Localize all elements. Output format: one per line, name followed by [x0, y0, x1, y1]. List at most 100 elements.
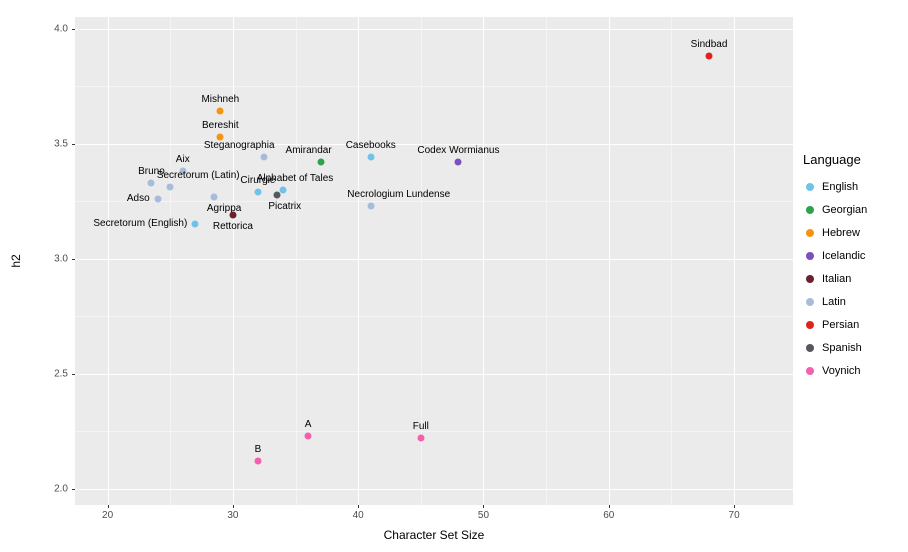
legend-swatch-english	[806, 182, 814, 191]
legend-item-latin: Latin	[803, 290, 867, 313]
x-tick-mark	[608, 505, 610, 508]
legend-swatch-hebrew	[806, 228, 814, 237]
point-label-b: B	[254, 444, 262, 456]
gridline-major-v	[107, 17, 109, 505]
point-label-sindbad: Sindbad	[690, 39, 728, 51]
gridline-minor-v	[546, 17, 548, 505]
legend-swatch-georgian	[806, 205, 814, 214]
point-label-alphabet-of-tales: Alphabet of Tales	[256, 172, 334, 184]
data-point-rettorica	[229, 211, 237, 219]
y-tick-label: 3.0	[54, 253, 68, 265]
data-point-agrippa	[210, 193, 218, 201]
point-label-mishneh: Mishneh	[201, 94, 240, 106]
x-tick-mark	[107, 505, 109, 508]
gridline-minor-v	[420, 17, 422, 505]
point-label-codex-wormianus: Codex Wormianus	[417, 145, 500, 157]
legend-swatch-latin	[806, 297, 814, 306]
legend-label-voynich: Voynich	[822, 364, 861, 377]
y-tick-mark	[72, 258, 75, 260]
x-tick-mark	[734, 505, 736, 508]
gridline-major-h	[75, 28, 793, 30]
gridline-major-v	[608, 17, 610, 505]
data-point-casebooks	[367, 153, 375, 161]
point-label-agrippa: Agrippa	[206, 202, 242, 214]
legend-swatch-icelandic	[806, 251, 814, 260]
legend-items: English Georgian Hebrew Icelandic Italian Lat…	[803, 175, 867, 382]
x-tick-mark	[483, 505, 485, 508]
gridline-major-h	[75, 488, 793, 490]
legend-item-spanish: Spanish	[803, 336, 867, 359]
point-label-full: Full	[412, 421, 429, 433]
legend-item-georgian: Georgian	[803, 198, 867, 221]
legend: Language English Georgian Hebrew Icelandic I…	[803, 152, 867, 382]
x-axis-title: Character Set Size	[383, 528, 485, 542]
legend-label-georgian: Georgian	[822, 203, 868, 216]
legend-item-voynich: Voynich	[803, 359, 867, 382]
point-label-bruno: Bruno	[138, 165, 165, 177]
data-point-bruno	[147, 179, 155, 187]
point-label-amirandar: Amirandar	[285, 145, 332, 157]
gridline-major-v	[358, 17, 360, 505]
point-label-secretorum-english: Secretorum (English)	[93, 218, 188, 230]
y-tick-mark	[72, 373, 75, 375]
data-point-steganographia	[260, 153, 268, 161]
gridline-minor-v	[170, 17, 172, 505]
legend-label-english: English	[822, 180, 859, 193]
data-point-cirurgie	[254, 188, 262, 196]
data-point-sindbad	[705, 52, 713, 60]
legend-label-spanish: Spanish	[822, 341, 862, 354]
legend-swatch-voynich	[806, 366, 814, 375]
point-label-secretorum-latin: Secretorum (Latin)	[156, 170, 240, 182]
point-label-necrologium-lundense: Necrologium Lundense	[347, 188, 451, 200]
plot-panel: Sindbad Mishneh Bereshit Steganographia Amir…	[75, 17, 793, 505]
gridline-minor-h	[75, 431, 793, 433]
data-point-full	[417, 434, 425, 442]
y-tick-mark	[72, 488, 75, 490]
legend-title: Language	[803, 152, 861, 167]
data-point-mishneh	[216, 107, 224, 115]
point-label-aix: Aix	[175, 154, 190, 166]
gridline-major-v	[232, 17, 234, 505]
legend-item-english: English	[803, 175, 867, 198]
legend-swatch-spanish	[806, 343, 814, 352]
data-point-codex-wormianus	[454, 158, 462, 166]
data-point-aix	[179, 167, 187, 175]
x-tick-mark	[232, 505, 234, 508]
gridline-major-h	[75, 258, 793, 260]
data-point-secretorum-latin	[166, 183, 174, 191]
gridline-minor-h	[75, 316, 793, 318]
data-point-picatrix	[273, 191, 281, 199]
x-tick-label: 70	[728, 510, 740, 521]
legend-label-icelandic: Icelandic	[822, 249, 866, 262]
gridline-major-h	[75, 143, 793, 145]
y-tick-mark	[72, 143, 75, 145]
x-tick-label: 30	[227, 510, 239, 521]
point-label-cirurgie: Cirurgie	[240, 174, 276, 186]
gridline-minor-v	[295, 17, 297, 505]
legend-item-icelandic: Icelandic	[803, 244, 867, 267]
y-tick-label: 2.0	[54, 483, 68, 495]
legend-swatch-italian	[806, 274, 814, 283]
y-tick-label: 3.5	[54, 138, 68, 150]
legend-label-hebrew: Hebrew	[822, 226, 860, 239]
gridline-major-v	[483, 17, 485, 505]
legend-label-persian: Persian	[822, 318, 860, 331]
x-tick-label: 50	[477, 510, 490, 521]
gridline-major-h	[75, 373, 793, 375]
x-tick-label: 60	[603, 510, 615, 521]
point-label-adso: Adso	[126, 192, 150, 204]
x-tick-label: 40	[352, 510, 364, 521]
data-point-amirandar	[317, 158, 325, 166]
legend-item-hebrew: Hebrew	[803, 221, 867, 244]
data-point-adso	[154, 195, 162, 203]
data-point-bereshit	[216, 133, 224, 141]
gridline-minor-h	[75, 201, 793, 203]
legend-item-italian: Italian	[803, 267, 867, 290]
point-label-steganographia: Steganographia	[203, 140, 275, 152]
point-label-rettorica: Rettorica	[212, 220, 253, 232]
legend-label-latin: Latin	[822, 295, 846, 308]
gridline-minor-v	[671, 17, 673, 505]
y-tick-mark	[72, 28, 75, 30]
data-point-b	[254, 457, 262, 465]
